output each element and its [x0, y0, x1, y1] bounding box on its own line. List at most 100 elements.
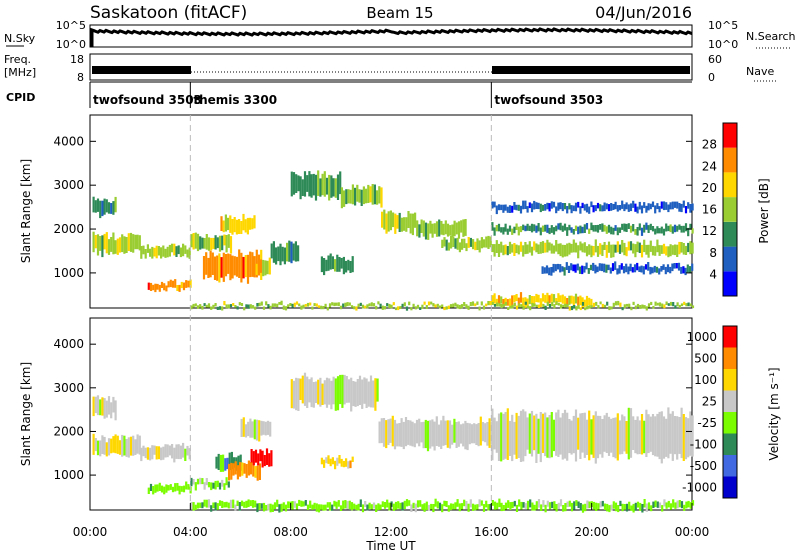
scatter-cell	[570, 306, 574, 311]
scatter-cell	[592, 246, 595, 256]
scatter-cell	[265, 301, 268, 306]
scatter-cell	[327, 455, 330, 464]
scatter-cell	[636, 227, 639, 236]
scatter-cell	[255, 419, 259, 441]
scatter-cell	[568, 419, 571, 454]
scatter-cell	[262, 421, 265, 435]
scatter-cell	[640, 227, 644, 236]
scatter-cell	[278, 504, 281, 513]
scatter-cell	[311, 306, 314, 310]
x-tick-label: 08:00	[273, 525, 308, 539]
scatter-cell	[347, 259, 350, 271]
scatter-cell	[684, 223, 688, 232]
scatter-cell	[610, 203, 613, 211]
scatter-cell	[243, 307, 246, 311]
scatter-cell	[616, 268, 619, 275]
scatter-cell	[530, 246, 534, 256]
scatter-cell	[562, 304, 565, 308]
scatter-cell	[190, 477, 193, 487]
scatter-cell	[230, 462, 233, 480]
scatter-cell	[555, 412, 558, 456]
date-title: 04/Jun/2016	[595, 3, 692, 22]
scatter-cell	[557, 202, 560, 211]
scatter-cell	[493, 227, 496, 236]
scatter-cell	[612, 501, 615, 509]
scatter-cell	[493, 417, 496, 450]
scatter-cell	[369, 186, 372, 203]
scatter-cell	[643, 224, 646, 233]
scatter-cell	[579, 225, 582, 234]
scatter-cell	[647, 244, 650, 258]
colorbar-segment	[723, 476, 737, 498]
scatter-cell	[452, 303, 455, 308]
scatter-cell	[600, 263, 604, 272]
scatter-cell	[636, 241, 639, 253]
scatter-cell	[273, 303, 277, 307]
scatter-cell	[101, 435, 104, 454]
scatter-cell	[454, 302, 457, 307]
scatter-cell	[344, 500, 347, 509]
scatter-cell	[389, 418, 392, 443]
scatter-cell	[201, 237, 204, 249]
scatter-cell	[219, 454, 222, 472]
scatter-cell	[638, 223, 641, 231]
scatter-cell	[160, 485, 164, 493]
scatter-cell	[619, 302, 622, 307]
noise-right-tick-bottom: 10^0	[708, 38, 738, 51]
scatter-cell	[112, 396, 115, 413]
scatter-cell	[466, 422, 469, 451]
scatter-cell	[260, 301, 263, 306]
scatter-cell	[491, 302, 494, 305]
scatter-cell	[335, 501, 338, 509]
scatter-cell	[684, 245, 688, 255]
scatter-cell	[645, 244, 648, 255]
scatter-cell	[645, 306, 648, 311]
scatter-cell	[531, 502, 534, 511]
noise-left-tick-top: 10^5	[56, 19, 86, 32]
scatter-cell	[427, 504, 431, 511]
scatter-cell	[190, 305, 193, 310]
scatter-cell	[287, 304, 290, 308]
scatter-cell	[513, 500, 516, 507]
scatter-cell	[244, 219, 247, 233]
scatter-cell	[623, 242, 626, 256]
scatter-cell	[407, 211, 410, 228]
scatter-cell	[105, 442, 108, 457]
scatter-cell	[667, 303, 670, 306]
scatter-cell	[254, 500, 257, 508]
scatter-cell	[552, 201, 556, 208]
scatter-cell	[467, 305, 470, 310]
y-tick-label: 1000	[53, 468, 84, 482]
scatter-cell	[249, 217, 252, 230]
colorbar-segment	[723, 369, 737, 391]
scatter-cell	[188, 247, 191, 259]
scatter-cell	[491, 201, 494, 209]
scatter-cell	[686, 264, 689, 273]
scatter-cell	[241, 462, 244, 476]
scatter-cell	[454, 238, 457, 249]
scatter-cell	[313, 303, 316, 307]
cpid-label: CPID	[6, 91, 35, 104]
scatter-cell	[349, 261, 352, 273]
scatter-cell	[201, 502, 204, 509]
scatter-cell	[504, 412, 507, 459]
scatter-cell	[324, 303, 327, 308]
scatter-cell	[426, 420, 430, 452]
scatter-cell	[187, 484, 190, 490]
scatter-cell	[173, 243, 176, 256]
scatter-cell	[647, 225, 650, 233]
scatter-cell	[278, 302, 281, 305]
scatter-cell	[317, 305, 321, 308]
scatter-cell	[224, 458, 227, 471]
scatter-cell	[276, 499, 279, 507]
scatter-cell	[422, 421, 425, 449]
scatter-cell	[669, 266, 672, 274]
scatter-cell	[662, 264, 665, 270]
scatter-cell	[461, 238, 464, 250]
scatter-cell	[590, 245, 593, 258]
scatter-cell	[192, 479, 195, 485]
scatter-cell	[315, 503, 318, 512]
scatter-cell	[500, 502, 503, 512]
scatter-cell	[401, 502, 404, 511]
